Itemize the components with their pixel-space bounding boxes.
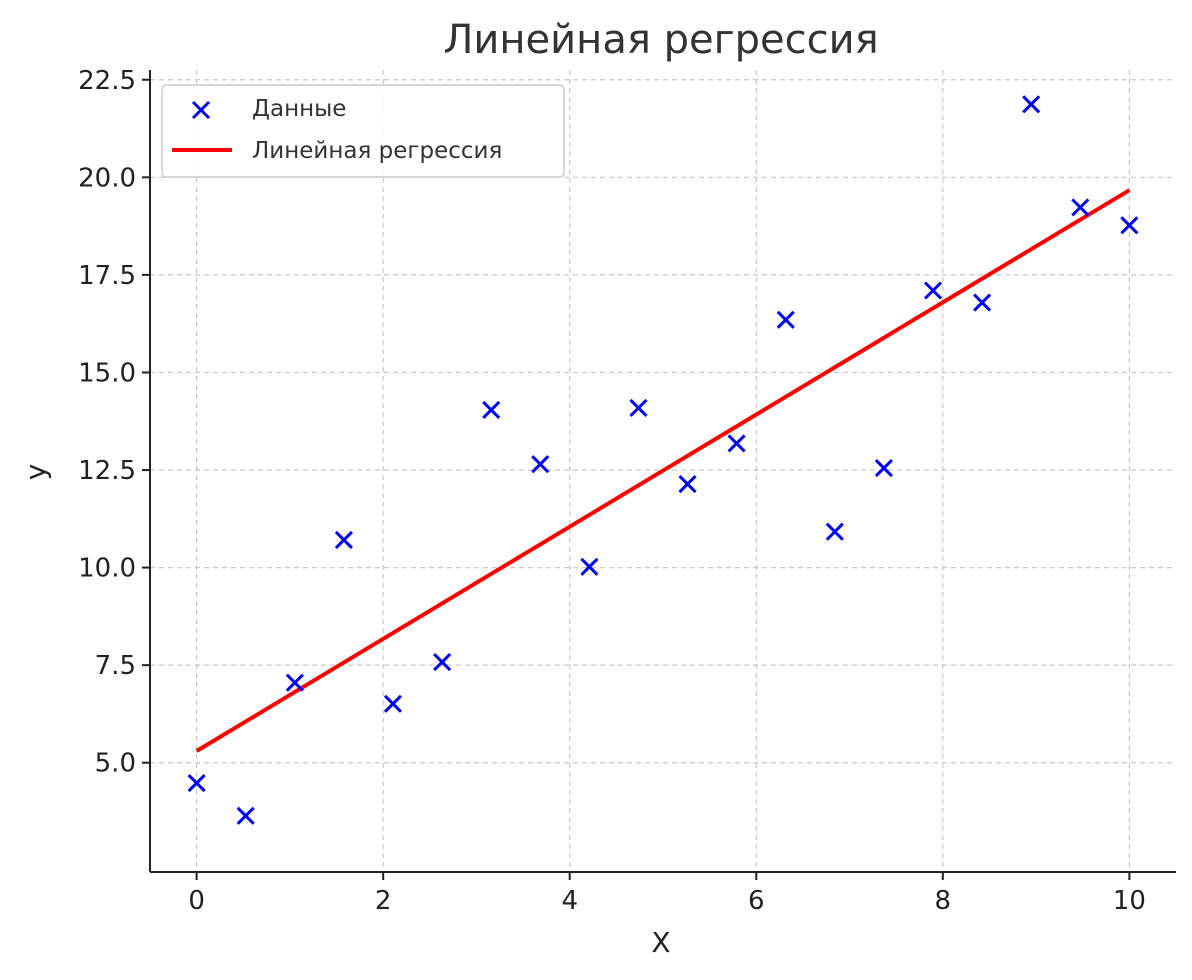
y-axis-label: y <box>19 464 52 481</box>
data-point <box>1022 95 1041 114</box>
data-point <box>285 673 304 692</box>
data-point <box>825 522 844 541</box>
y-tick-label: 15.0 <box>78 358 136 388</box>
regression-line <box>195 188 1131 753</box>
y-tick-label: 17.5 <box>78 261 136 291</box>
data-point <box>531 455 550 474</box>
legend-x-marker <box>191 100 211 120</box>
chart-title: Линейная регрессия <box>443 17 878 63</box>
x-tick-label: 8 <box>935 886 952 916</box>
data-point <box>678 475 697 494</box>
data-point <box>629 398 648 418</box>
x-tick-label: 6 <box>748 886 765 916</box>
legend-box <box>161 84 565 178</box>
y-tick-label: 20.0 <box>78 163 136 193</box>
legend: Данные Линейная регрессия <box>161 84 565 178</box>
data-point <box>1120 216 1139 235</box>
x-tick-label: 4 <box>561 886 578 916</box>
data-point <box>433 652 452 672</box>
data-point <box>874 459 893 478</box>
data-point <box>973 293 992 312</box>
data-point <box>580 557 599 576</box>
x-tick-label: 2 <box>375 886 392 916</box>
x-axis-label: X <box>651 926 670 959</box>
data-point <box>776 310 795 329</box>
plot-area <box>187 95 1139 825</box>
data-point <box>334 530 353 549</box>
y-tick-label: 22.5 <box>78 66 136 96</box>
data-point <box>1071 198 1090 217</box>
y-tick-label: 5.0 <box>95 749 136 779</box>
axes: 0 2 4 6 8 10 5.0 7.5 10.0 12.5 15.0 17.5 20.0 22.5 <box>78 66 1176 916</box>
x-tick-label: 0 <box>188 886 205 916</box>
y-tick-label: 12.5 <box>78 456 136 486</box>
data-point <box>923 281 943 300</box>
legend-marker-data <box>191 100 211 120</box>
data-point <box>383 694 403 713</box>
data-point <box>187 773 206 793</box>
x-tick-label: 10 <box>1113 886 1146 916</box>
legend-label-data: Данные <box>252 96 346 122</box>
data-point <box>727 434 746 453</box>
data-point <box>482 400 501 419</box>
y-tick-label: 10.0 <box>78 554 136 584</box>
legend-label-regression: Линейная регрессия <box>252 138 502 164</box>
y-tick-label: 7.5 <box>95 651 136 681</box>
data-point <box>236 806 255 825</box>
